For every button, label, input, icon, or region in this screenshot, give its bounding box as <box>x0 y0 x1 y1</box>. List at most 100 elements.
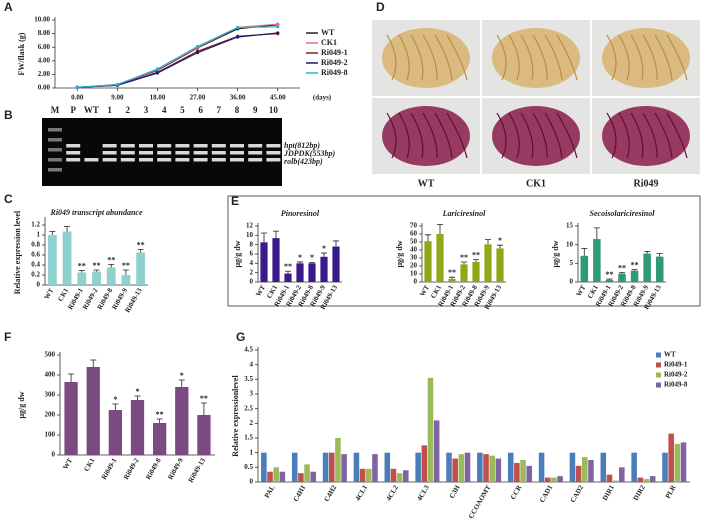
bar <box>92 271 101 285</box>
error-bar <box>200 402 207 415</box>
error-bar <box>108 264 115 268</box>
point <box>236 35 240 39</box>
gel-band <box>120 158 135 162</box>
point <box>236 25 240 30</box>
bar <box>308 263 316 282</box>
photo-strand <box>532 34 548 81</box>
error-bar <box>93 269 100 272</box>
bar <box>551 477 557 482</box>
photo-strand <box>544 112 563 159</box>
bar <box>612 480 619 482</box>
bar <box>580 255 589 282</box>
bar <box>267 471 273 482</box>
bar <box>631 452 637 482</box>
gel-band <box>48 158 62 162</box>
photo-strand <box>422 112 438 159</box>
legend-swatch <box>656 362 661 368</box>
bar <box>424 241 432 282</box>
photo-sample <box>382 28 470 88</box>
y-tick-label: 500 <box>45 351 56 359</box>
significance-label: ** <box>78 261 86 270</box>
error-bar <box>606 278 613 280</box>
error-bar <box>122 269 129 275</box>
legend-label: Ri049-2 <box>321 58 348 67</box>
panel-frame <box>227 195 701 307</box>
lane-label: 9 <box>253 105 258 115</box>
photo-grid: WT CK1 Ri049 <box>372 20 700 189</box>
lane-label: P <box>70 105 76 115</box>
bar <box>310 471 317 482</box>
y-tick-label: 50 <box>410 238 418 246</box>
lane-label: 5 <box>180 105 185 115</box>
y-tick-label: 4 <box>250 259 254 267</box>
legend-swatch <box>656 372 661 378</box>
y-tick-label: 60 <box>410 230 418 238</box>
significance-label: * <box>113 395 117 404</box>
gel-band <box>266 144 281 148</box>
y-axis-label: μg/g dw <box>233 240 242 267</box>
y-tick-label: 1.2 <box>31 221 40 229</box>
bar <box>366 468 372 482</box>
bar <box>427 377 434 482</box>
lane-label: 3 <box>144 105 149 115</box>
photo-sample <box>602 28 690 88</box>
bar <box>415 452 421 482</box>
panel-letter: E <box>231 194 239 208</box>
gel-bands: M P WT 1 2 3 4 5 6 7 8 9 10 hpt(812bp)JDPDK(553bp)rol… <box>48 105 335 172</box>
photo-strand <box>386 112 397 159</box>
panel-letter: B <box>4 108 13 122</box>
bar <box>260 242 268 282</box>
photo-strand <box>434 112 453 159</box>
y-tick-label: 0.00 <box>38 84 51 92</box>
photo-strand <box>642 34 658 81</box>
significance-label: ** <box>156 410 164 419</box>
bar <box>272 238 280 282</box>
bar <box>106 267 116 285</box>
bar <box>507 452 514 482</box>
gel-band <box>120 151 135 155</box>
bar <box>489 455 495 482</box>
error-bar <box>619 272 625 274</box>
gel-band <box>84 158 99 162</box>
bar <box>273 467 279 482</box>
y-tick-label: 0 <box>414 278 418 286</box>
gel-band <box>211 144 226 148</box>
photo-strand <box>666 112 688 159</box>
gel-band <box>157 151 172 155</box>
y-axis-label: μg/g dw <box>17 391 26 418</box>
y-tick-label: 10 <box>566 240 574 248</box>
y-tick-label: 2.5 <box>244 404 253 412</box>
bar <box>433 420 440 482</box>
bar <box>384 452 391 482</box>
significance-label: ** <box>605 270 613 279</box>
y-tick-label: 6.00 <box>38 43 51 51</box>
photo-strand <box>434 34 453 81</box>
lane-label: 2 <box>126 105 131 115</box>
legend-label: Ri049-8 <box>664 381 688 389</box>
photo-strand <box>520 34 534 81</box>
y-tick-label: 0.5 <box>244 463 253 471</box>
point <box>195 51 200 55</box>
bar <box>298 473 304 482</box>
bar <box>77 272 87 285</box>
x-tick-label: 45.00 <box>270 94 286 102</box>
error-bar <box>297 261 303 264</box>
y-tick-label: 300 <box>45 391 56 399</box>
error-bar <box>485 239 491 245</box>
y-tick-label: 0.6 <box>31 251 40 259</box>
lane-label: 10 <box>269 105 279 115</box>
error-bar <box>68 373 75 382</box>
error-bar <box>497 244 503 249</box>
gel-band <box>66 144 81 148</box>
x-tick-label: 0.00 <box>71 94 84 102</box>
bar <box>372 454 378 482</box>
bar <box>261 452 267 482</box>
gel-band <box>66 158 81 162</box>
legend-swatch <box>656 382 661 388</box>
gel-band <box>48 138 62 142</box>
legend-label: CK1 <box>321 38 337 47</box>
y-axis-label: FW/flask (g) <box>17 32 26 75</box>
bar <box>514 462 520 482</box>
error-bar <box>473 259 479 262</box>
